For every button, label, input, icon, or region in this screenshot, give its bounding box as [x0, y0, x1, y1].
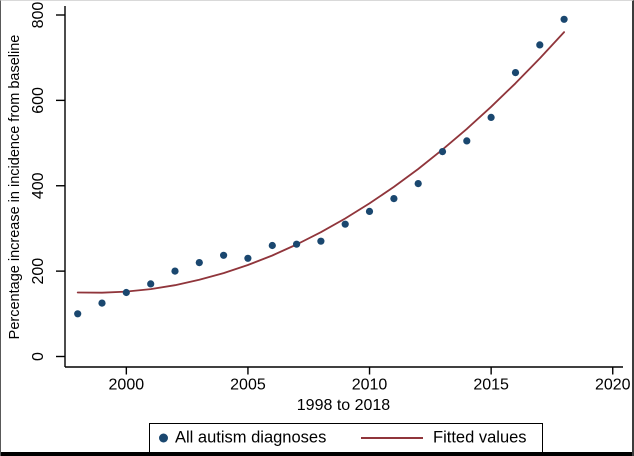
legend: All autism diagnoses Fitted values	[149, 423, 543, 453]
legend-line-icon	[361, 437, 423, 439]
data-point	[560, 15, 568, 23]
data-point	[98, 299, 106, 307]
data-point	[390, 195, 398, 203]
data-point	[74, 310, 82, 318]
legend-label-fit: Fitted values	[433, 428, 527, 447]
fitted-line	[76, 31, 565, 294]
x-tick-label: 2010	[352, 377, 388, 394]
x-tick-label: 2005	[230, 377, 266, 394]
data-point	[195, 259, 203, 267]
data-point	[365, 207, 374, 215]
data-point	[147, 280, 155, 288]
x-tick-label: 2000	[109, 377, 145, 394]
legend-marker-icon	[159, 433, 168, 443]
bottom-border-bar	[1, 452, 632, 456]
data-point	[244, 254, 252, 262]
data-point	[487, 113, 495, 121]
data-point	[536, 41, 544, 49]
data-point	[438, 148, 447, 156]
y-tick-label: 600	[30, 87, 47, 114]
data-point	[171, 267, 179, 275]
data-point	[511, 69, 520, 77]
data-point	[293, 240, 301, 248]
x-axis-title: 1998 to 2018	[296, 397, 391, 414]
x-tick-label: 2020	[595, 377, 631, 394]
data-point	[220, 251, 228, 259]
y-axis-title: Percentage increase in incidence from ba…	[7, 34, 23, 340]
x-tick-label: 2015	[473, 377, 509, 394]
data-point	[268, 241, 276, 250]
y-tick-label: 0	[30, 352, 47, 361]
data-point	[122, 288, 130, 297]
data-point	[414, 180, 422, 188]
y-tick-label: 800	[30, 2, 47, 29]
y-tick-label: 400	[30, 172, 47, 199]
data-point	[463, 137, 471, 145]
y-tick-label: 200	[30, 258, 47, 285]
data-point	[317, 237, 325, 245]
legend-label-scatter: All autism diagnoses	[175, 428, 327, 447]
data-point	[341, 220, 349, 228]
